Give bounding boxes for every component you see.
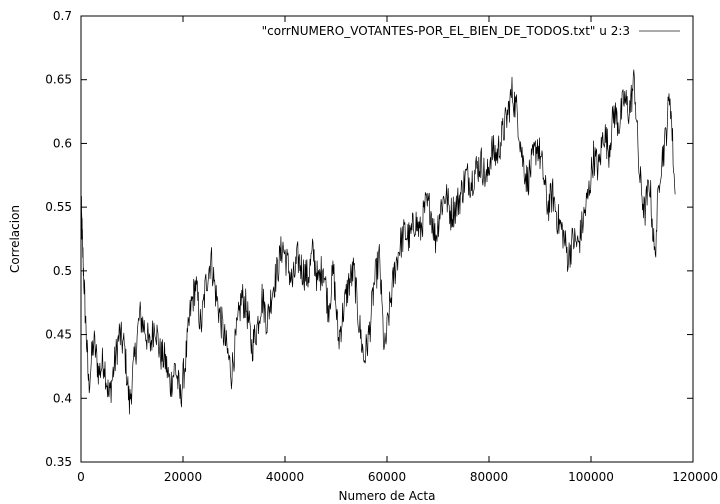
legend-label: "corrNUMERO_VOTANTES-POR_EL_BIEN_DE_TODO… [262, 24, 630, 38]
x-tick-label: 120000 [672, 470, 718, 484]
x-tick-label: 40000 [266, 470, 304, 484]
y-tick-label: 0.5 [53, 264, 72, 278]
x-tick-label: 20000 [164, 470, 202, 484]
x-axis-ticks: 0 20000 40000 60000 80000 100000 120000 [77, 16, 718, 484]
x-tick-label: 80000 [470, 470, 508, 484]
y-tick-label: 0.4 [53, 391, 72, 405]
x-tick-label: 0 [77, 470, 85, 484]
plot-frame [80, 15, 694, 463]
x-axis-label: Numero de Acta [339, 489, 436, 503]
x-tick-label: 100000 [568, 470, 614, 484]
y-axis-label: Correlacion [8, 205, 22, 273]
y-tick-label: 0.35 [45, 455, 72, 469]
y-tick-label: 0.65 [45, 73, 72, 87]
y-tick-label: 0.55 [45, 200, 72, 214]
y-tick-label: 0.6 [53, 136, 72, 150]
legend: "corrNUMERO_VOTANTES-POR_EL_BIEN_DE_TODO… [262, 24, 680, 38]
y-tick-label: 0.7 [53, 9, 72, 23]
y-tick-label: 0.45 [45, 328, 72, 342]
y-axis-ticks: 0.35 0.4 0.45 0.5 0.55 0.6 0.65 0.7 [45, 9, 693, 469]
series-line [80, 69, 676, 415]
x-tick-label: 60000 [368, 470, 406, 484]
series-group [80, 69, 676, 415]
